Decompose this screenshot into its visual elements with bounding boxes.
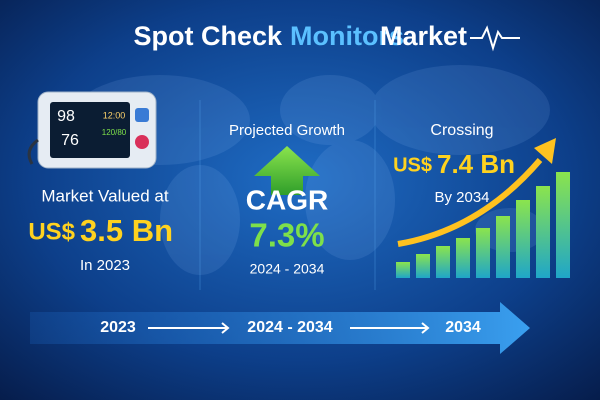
- timeline-arrows: [148, 322, 430, 334]
- growth-arrow: [254, 146, 320, 195]
- panel-label: Projected Growth: [229, 122, 345, 139]
- trend-arrow: [397, 158, 543, 247]
- title-part2: Monitors: [290, 21, 404, 51]
- panel-note: By 2034: [434, 189, 489, 206]
- panel-label: Market Valued at: [41, 186, 169, 205]
- panel-note: In 2023: [80, 257, 130, 274]
- heartbeat-icon: [470, 25, 520, 52]
- timeline-label: 2024 - 2034: [247, 319, 333, 336]
- panel-note: 2024 - 2034: [250, 261, 325, 277]
- growth-bars: [396, 172, 570, 278]
- cagr-value: 7.3%: [249, 217, 324, 254]
- world-map: [70, 65, 550, 275]
- trend-arrow-head: [534, 138, 556, 164]
- monitor-reading: 12:00: [103, 110, 126, 120]
- timeline-label: 2034: [445, 319, 481, 336]
- currency: US$: [28, 218, 75, 245]
- timeline-band: [30, 302, 530, 354]
- title-part3: Market: [380, 21, 467, 51]
- panel-label: Crossing: [430, 122, 493, 139]
- cagr-label: CAGR: [246, 184, 328, 215]
- monitor-reading: 120/80: [102, 128, 127, 137]
- currency: US$: [393, 154, 432, 176]
- timeline-label: 2023: [100, 319, 136, 336]
- title-part1: Spot Check: [133, 21, 283, 51]
- monitor-reading: 76: [61, 132, 79, 149]
- forecast-value: 7.4 Bn: [437, 149, 515, 179]
- market-value: 3.5 Bn: [80, 213, 173, 248]
- monitor-reading: 98: [57, 108, 75, 125]
- monitor-device: [27, 91, 157, 169]
- panel-dividers: [199, 100, 376, 290]
